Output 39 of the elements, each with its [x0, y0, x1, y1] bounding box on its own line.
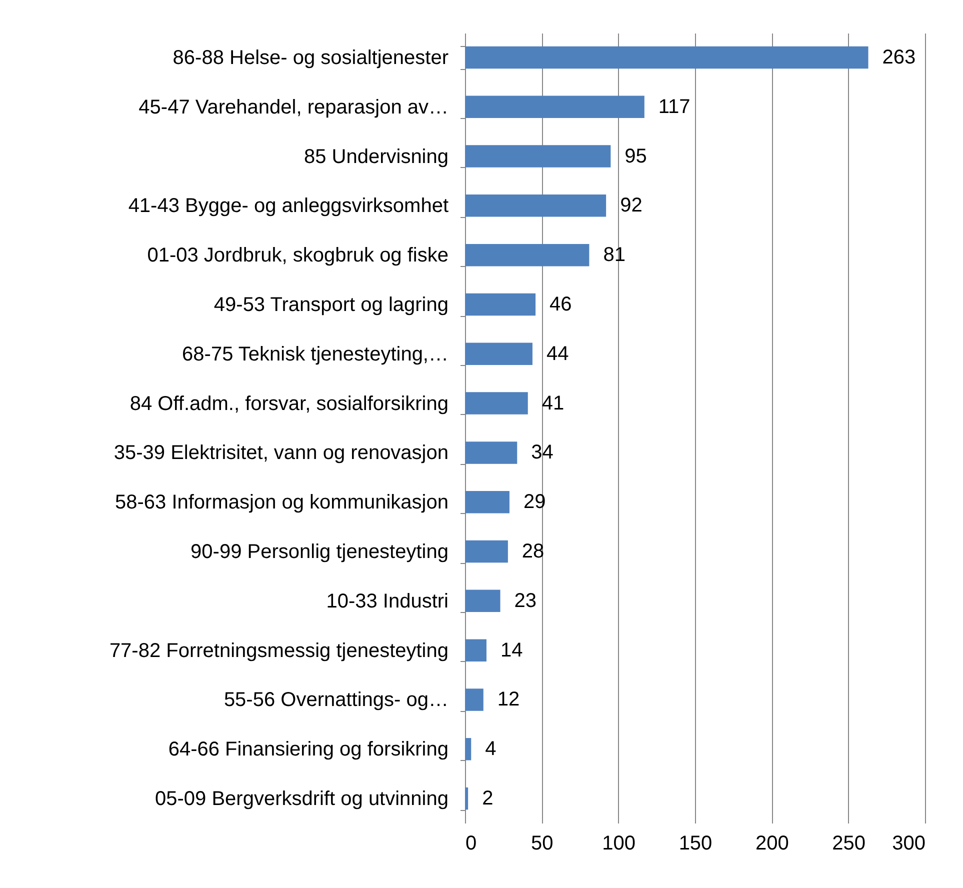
y-tick-label: 84 Off.adm., forsvar, sosialforsikring: [130, 392, 448, 415]
y-tick-label: 86-88 Helse- og sosialtjenester: [172, 46, 449, 69]
data-label: 46: [550, 293, 572, 316]
data-label: 29: [523, 491, 546, 514]
y-tick-label: 68-75 Teknisk tjenesteyting,…: [182, 343, 448, 366]
x-tick-label: 300: [892, 832, 926, 854]
data-label: 34: [531, 442, 554, 464]
data-label: 263: [882, 46, 916, 68]
data-label: 14: [500, 639, 523, 662]
x-tick-label: 100: [602, 832, 636, 854]
data-label: 23: [514, 590, 537, 612]
y-tick-label: 45-47 Varehandel, reparasjon av…: [138, 96, 448, 118]
x-tick-label: 200: [755, 832, 789, 854]
data-label: 4: [485, 738, 496, 760]
x-tick-label: 50: [531, 832, 554, 854]
x-tick-label: 150: [678, 832, 712, 854]
data-label: 95: [624, 145, 647, 168]
y-tick-label: 58-63 Informasjon og kommunikasjon: [114, 492, 448, 514]
data-label: 12: [497, 688, 520, 711]
y-tick-label: 55-56 Overnattings- og…: [224, 689, 448, 712]
y-tick-label: 85 Undervisning: [304, 146, 448, 168]
data-label: 81: [603, 244, 626, 266]
data-label: 44: [546, 342, 569, 365]
y-tick-label: 35-39 Elektrisitet, vann og renovasjon: [114, 442, 448, 464]
y-tick-label: 77-82 Forretningsmessig tjenesteyting: [109, 640, 448, 662]
y-tick-label: 49-53 Transport og lagring: [214, 294, 448, 316]
x-tick-label: 0: [466, 832, 477, 854]
y-tick-label: 64-66 Finansiering og forsikring: [168, 738, 448, 761]
y-tick-label: 05-09 Bergverksdrift og utvinning: [155, 788, 448, 810]
data-label: 117: [658, 96, 690, 118]
data-label: 92: [620, 194, 642, 217]
data-label: 2: [482, 788, 494, 810]
y-tick-label: 90-99 Personlig tjenesteyting: [190, 541, 448, 564]
y-tick-label: 01-03 Jordbruk, skogbruk og fiske: [147, 244, 448, 267]
data-label: 28: [522, 540, 544, 563]
data-label: 41: [542, 392, 564, 414]
y-tick-label: 41-43 Bygge- og anleggsvirksomhet: [128, 195, 449, 218]
x-tick-label: 250: [832, 832, 866, 854]
y-tick-label: 10-33 Industri: [326, 590, 448, 612]
